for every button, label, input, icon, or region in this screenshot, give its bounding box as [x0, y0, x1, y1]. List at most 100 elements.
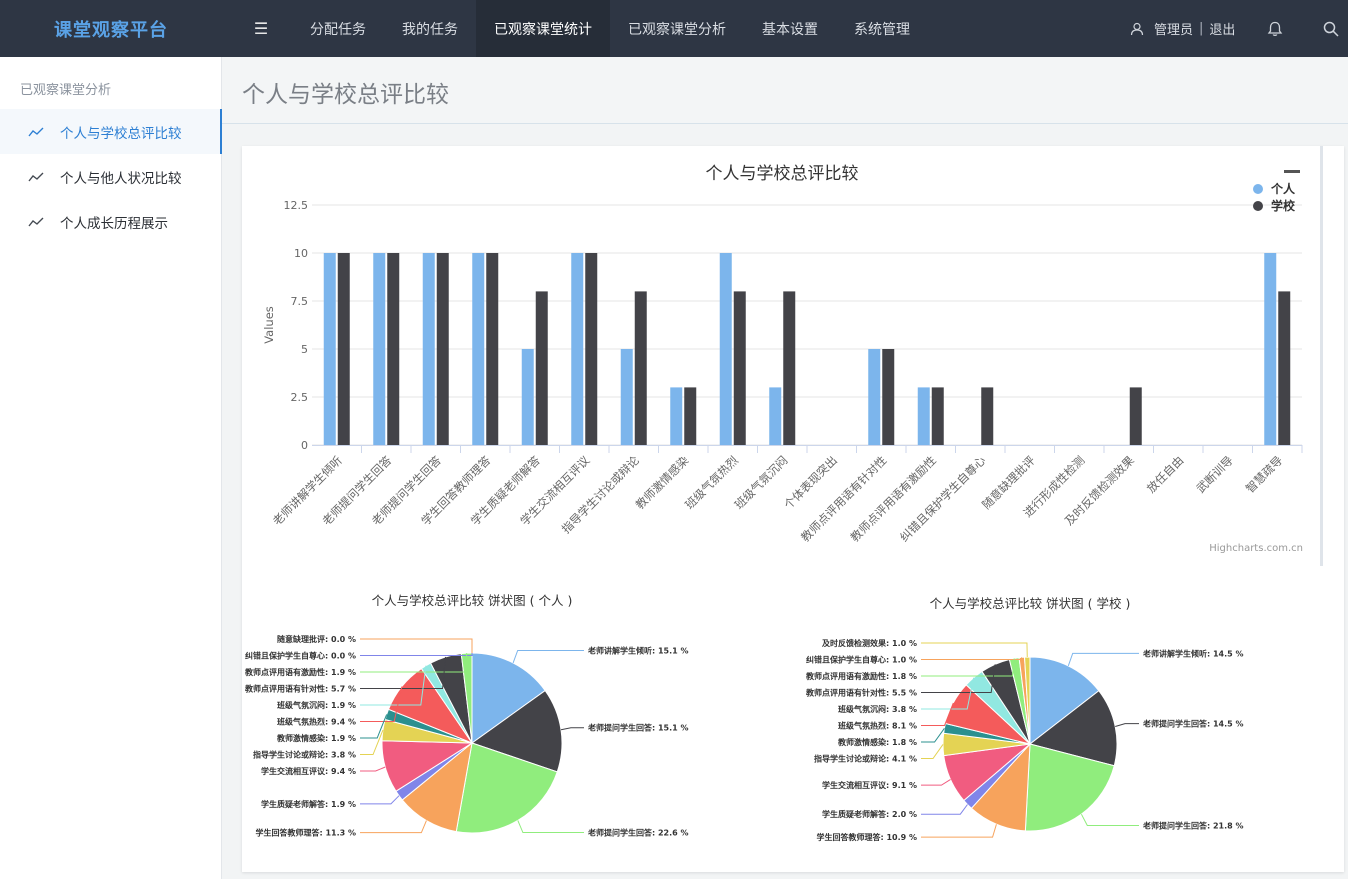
pie-label: 教师激情感染: 1.9 % — [276, 733, 356, 743]
search-icon[interactable] — [1322, 20, 1340, 38]
x-tick-label: 教师点评用语有针对性 — [798, 453, 889, 544]
pie-connector — [921, 728, 945, 743]
y-tick-label: 12.5 — [284, 199, 309, 212]
bar-personal — [719, 253, 732, 445]
nav-item-2[interactable]: 我的任务 — [402, 21, 458, 38]
pie-connector — [1067, 652, 1139, 667]
pie-connector — [921, 804, 968, 815]
bar-school — [634, 291, 647, 445]
bar-personal — [323, 253, 336, 445]
pie-slice — [470, 689, 563, 773]
sidebar-item-2[interactable]: 个人与他人状况比较 — [0, 154, 222, 199]
sidebar-item-label: 个人成长历程展示 — [60, 215, 168, 232]
user-separator: | — [1199, 21, 1204, 36]
pie-label: 教师点评用语有激励性: 1.8 % — [805, 671, 917, 681]
pie-label: 班级气氛热烈: 8.1 % — [838, 721, 917, 731]
bar-personal — [1264, 253, 1277, 445]
page-header: 个人与学校总评比较 — [222, 57, 1348, 124]
bar-school — [684, 387, 697, 445]
pie-connector — [360, 714, 388, 739]
pie-connector — [512, 649, 584, 664]
pie-label: 学生质疑老师解答: 1.9 % — [261, 799, 356, 809]
pie-label: 教师点评用语有针对性: 5.5 % — [805, 688, 917, 698]
bar-school — [1129, 387, 1142, 445]
charts-canvas: 个人与学校总评比较02.557.51012.5Values老师讲解学生倾听老师提… — [244, 164, 1303, 842]
brand-logo[interactable]: 课堂观察平台 — [54, 19, 168, 41]
nav-item-5[interactable]: 基本设置 — [762, 21, 818, 38]
logout-link[interactable]: 退出 — [1209, 23, 1236, 38]
sidebar-item-3[interactable]: 个人成长历程展示 — [0, 199, 222, 244]
chart-card: 个人与学校总评比较 0 2.5 5 7.5 10 12.5 Values 老师讲解学生倾听 老师提… — [242, 146, 1344, 872]
y-tick-label: 10 — [294, 247, 308, 260]
pie-slice — [1028, 690, 1118, 767]
pie-label: 老师讲解学生倾听: 15.1 % — [587, 645, 689, 655]
user-name[interactable]: 管理员 — [1154, 23, 1194, 38]
pie-label: 纠错且保护学生自尊心: 0.0 % — [245, 651, 356, 661]
chart-credit: Highcharts.com.cn — [1209, 543, 1303, 554]
pie-connector — [921, 744, 944, 760]
y-tick-label: 5 — [301, 343, 308, 356]
pie-slice — [1024, 656, 1031, 745]
pie-label: 学生回答教师理答: 11.3 % — [255, 828, 356, 838]
pie-label: 老师提问学生回答: 14.5 % — [1142, 719, 1244, 729]
main-nav: 分配任务 我的任务 已观察课堂统计 已观察课堂分析 基本设置 系统管理 — [292, 0, 928, 57]
pie-label: 老师讲解学生倾听: 14.5 % — [1142, 648, 1244, 658]
pie-label: 教师点评用语有针对性: 5.7 % — [244, 684, 356, 694]
pie-label: 老师提问学生回答: 21.8 % — [1142, 820, 1244, 830]
pie-connector — [360, 795, 400, 805]
pie-connector — [921, 677, 975, 710]
bar-personal — [422, 253, 435, 445]
bar-school — [387, 253, 400, 445]
bar-school — [981, 387, 994, 445]
pie-title: 个人与学校总评比较 饼状图 ( 学校 ) — [930, 596, 1131, 611]
pie-connector — [921, 664, 996, 694]
pie-connector — [1080, 813, 1139, 826]
pie-slice — [1029, 656, 1100, 746]
y-tick-label: 0 — [301, 439, 308, 452]
pie-label: 班级气氛热烈: 9.4 % — [277, 717, 356, 727]
pie-label: 教师点评用语有激励性: 1.9 % — [244, 667, 356, 677]
pie-connector — [921, 702, 954, 727]
nav-item-3[interactable]: 已观察课堂统计 — [476, 0, 610, 57]
pie-connector — [517, 820, 584, 834]
pie-connector — [360, 638, 473, 653]
pie-slice — [401, 741, 473, 833]
nav-item-6[interactable]: 系统管理 — [854, 21, 910, 38]
pie-label: 教师激情感染: 1.8 % — [837, 737, 917, 747]
pie-label: 学生回答教师理答: 10.9 % — [816, 832, 917, 842]
sidebar: 已观察课堂分析 个人与学校总评比较个人与他人状况比较个人成长历程展示 — [0, 57, 222, 879]
bar-school — [436, 253, 449, 445]
pie-label: 指导学生讨论或辩论: 4.1 % — [814, 754, 917, 764]
sidebar-title: 已观察课堂分析 — [20, 83, 112, 98]
nav-item-1[interactable]: 分配任务 — [310, 21, 366, 38]
pie-connector — [921, 657, 1023, 661]
bar-personal — [472, 253, 485, 445]
pie-label: 学生交流相互评议: 9.1 % — [822, 780, 917, 790]
bell-icon[interactable] — [1266, 20, 1284, 38]
bar-school — [337, 253, 350, 445]
bar-school — [931, 387, 944, 445]
pie-connector — [921, 824, 997, 838]
menu-toggle-icon[interactable]: ☰ — [253, 19, 269, 38]
nav-item-4[interactable]: 已观察课堂分析 — [628, 21, 726, 38]
bar-personal — [917, 387, 930, 445]
bar-personal — [521, 349, 534, 445]
user-icon — [1130, 22, 1144, 35]
pie-connector — [360, 766, 386, 772]
pie-connector — [921, 779, 951, 786]
x-tick-label: 武断训导 — [1193, 453, 1235, 495]
bar-personal — [571, 253, 584, 445]
pie-label: 纠错且保护学生自尊心: 1.0 % — [806, 655, 917, 665]
card-scrollbar[interactable] — [1320, 146, 1323, 566]
y-tick-label: 2.5 — [291, 391, 309, 404]
bar-school — [733, 291, 746, 445]
bar-personal — [670, 387, 683, 445]
pie-label: 学生质疑老师解答: 2.0 % — [822, 809, 917, 819]
sidebar-item-label: 个人与学校总评比较 — [60, 125, 182, 142]
pie-connector — [360, 665, 427, 706]
legend-marker — [1253, 184, 1263, 194]
bar-school — [535, 291, 548, 445]
line-chart-icon — [28, 217, 44, 226]
legend-label: 个人 — [1270, 181, 1296, 196]
sidebar-item-1[interactable]: 个人与学校总评比较 — [0, 109, 222, 154]
